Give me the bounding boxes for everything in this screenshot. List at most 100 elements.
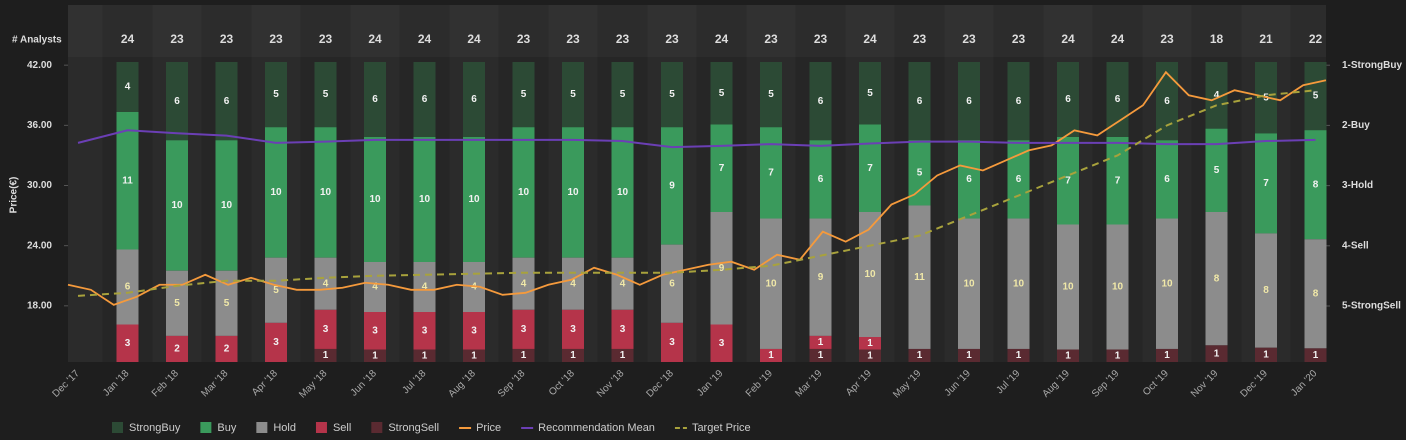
bar-label: 1 xyxy=(1065,350,1071,361)
bar-segment xyxy=(116,112,139,250)
legend-label: Hold xyxy=(273,422,296,434)
bar-segment xyxy=(760,348,782,362)
bar-segment xyxy=(661,127,683,245)
analysts-count: 23 xyxy=(517,32,531,46)
bar-label: 10 xyxy=(419,194,431,205)
analysts-band xyxy=(251,5,301,57)
bar-segment xyxy=(611,257,634,310)
bar-segment xyxy=(265,257,287,323)
bar-label: 7 xyxy=(768,168,774,179)
bar-segment xyxy=(116,249,139,325)
bar-segment xyxy=(314,127,337,258)
bar-label: 1 xyxy=(1115,350,1121,361)
analysts-count: 23 xyxy=(319,32,333,46)
bar-segment xyxy=(1007,348,1030,362)
bar-segment xyxy=(611,127,634,258)
bar-label: 1 xyxy=(1164,350,1170,361)
y2-tick-label: 4-Sell xyxy=(1342,240,1369,251)
bar-segment xyxy=(562,127,584,258)
analysts-count: 24 xyxy=(1111,32,1125,46)
analysts-count: 24 xyxy=(418,32,432,46)
bar-segment xyxy=(364,312,386,350)
bar-label: 10 xyxy=(320,187,332,198)
bar-label: 1 xyxy=(768,350,774,361)
bar-label: 10 xyxy=(765,278,777,289)
analysts-count: 22 xyxy=(1309,32,1323,46)
analysts-band xyxy=(1092,5,1143,57)
bar-segment xyxy=(463,137,485,262)
bar-label: 5 xyxy=(570,89,576,100)
analysts-count: 24 xyxy=(715,32,729,46)
bar-segment xyxy=(1304,348,1327,362)
legend-swatch xyxy=(112,422,123,433)
bar-label: 7 xyxy=(1065,175,1071,186)
analysts-band xyxy=(1043,5,1093,57)
bar-segment xyxy=(116,62,139,112)
analysts-count: 23 xyxy=(962,32,976,46)
bar-label: 10 xyxy=(270,187,282,198)
bar-segment xyxy=(463,312,485,350)
bar-segment xyxy=(859,337,881,350)
bar-segment xyxy=(1007,62,1030,141)
bar-label: 1 xyxy=(1263,349,1269,360)
bar-segment xyxy=(413,312,436,350)
bar-segment xyxy=(463,62,485,137)
bar-label: 6 xyxy=(1016,96,1022,107)
bar-label: 6 xyxy=(1115,94,1121,105)
bar-label: 6 xyxy=(818,96,824,107)
analysts-band xyxy=(1142,5,1192,57)
bar-label: 4 xyxy=(620,278,626,289)
bar-label: 5 xyxy=(323,89,329,100)
bar-label: 1 xyxy=(620,350,626,361)
bar-label: 8 xyxy=(1263,285,1269,296)
bar-segment xyxy=(611,348,634,362)
bar-label: 5 xyxy=(1214,165,1220,176)
bar-segment xyxy=(364,349,386,362)
y-tick-label: 36.00 xyxy=(27,120,52,131)
bar-label: 1 xyxy=(966,350,972,361)
bar-label: 6 xyxy=(422,94,428,105)
bar-segment xyxy=(116,324,139,362)
bar-label: 6 xyxy=(917,96,923,107)
bar-segment xyxy=(859,349,881,362)
bar-label: 6 xyxy=(125,282,131,293)
analysts-band xyxy=(399,5,450,57)
analysts-count: 23 xyxy=(1160,32,1174,46)
bar-label: 1 xyxy=(1214,348,1220,359)
bar-label: 10 xyxy=(171,200,183,211)
bar-segment xyxy=(710,212,733,325)
bar-segment xyxy=(215,270,238,336)
bar-segment xyxy=(215,335,238,362)
column-bands xyxy=(68,5,1326,362)
bar-label: 10 xyxy=(1161,278,1173,289)
analysts-band xyxy=(795,5,846,57)
bar-segment xyxy=(809,140,832,219)
bar-segment xyxy=(1057,137,1079,225)
bar-label: 1 xyxy=(521,350,527,361)
bar-segment xyxy=(512,309,535,349)
bar-label: 3 xyxy=(125,338,131,349)
bar-segment xyxy=(463,349,485,362)
bar-label: 6 xyxy=(966,96,972,107)
bar-label: 10 xyxy=(864,269,876,280)
analysts-band xyxy=(696,5,747,57)
bar-label: 5 xyxy=(917,168,923,179)
bar-segment xyxy=(1156,348,1178,362)
y-tick-label: 24.00 xyxy=(27,240,52,251)
bar-segment xyxy=(1156,218,1178,349)
bar-segment xyxy=(562,348,584,362)
analysts-band xyxy=(201,5,252,57)
bar-segment xyxy=(265,62,287,128)
legend-label: Price xyxy=(476,422,501,434)
analysts-band xyxy=(498,5,549,57)
bar-segment xyxy=(512,348,535,362)
legend-label: Buy xyxy=(217,422,236,434)
bar-segment xyxy=(314,309,337,349)
bar-label: 10 xyxy=(518,187,530,198)
bar-label: 5 xyxy=(224,298,230,309)
bar-segment xyxy=(1007,218,1030,349)
bar-segment xyxy=(859,62,881,125)
bar-segment xyxy=(958,348,980,362)
bar-segment xyxy=(760,62,782,128)
